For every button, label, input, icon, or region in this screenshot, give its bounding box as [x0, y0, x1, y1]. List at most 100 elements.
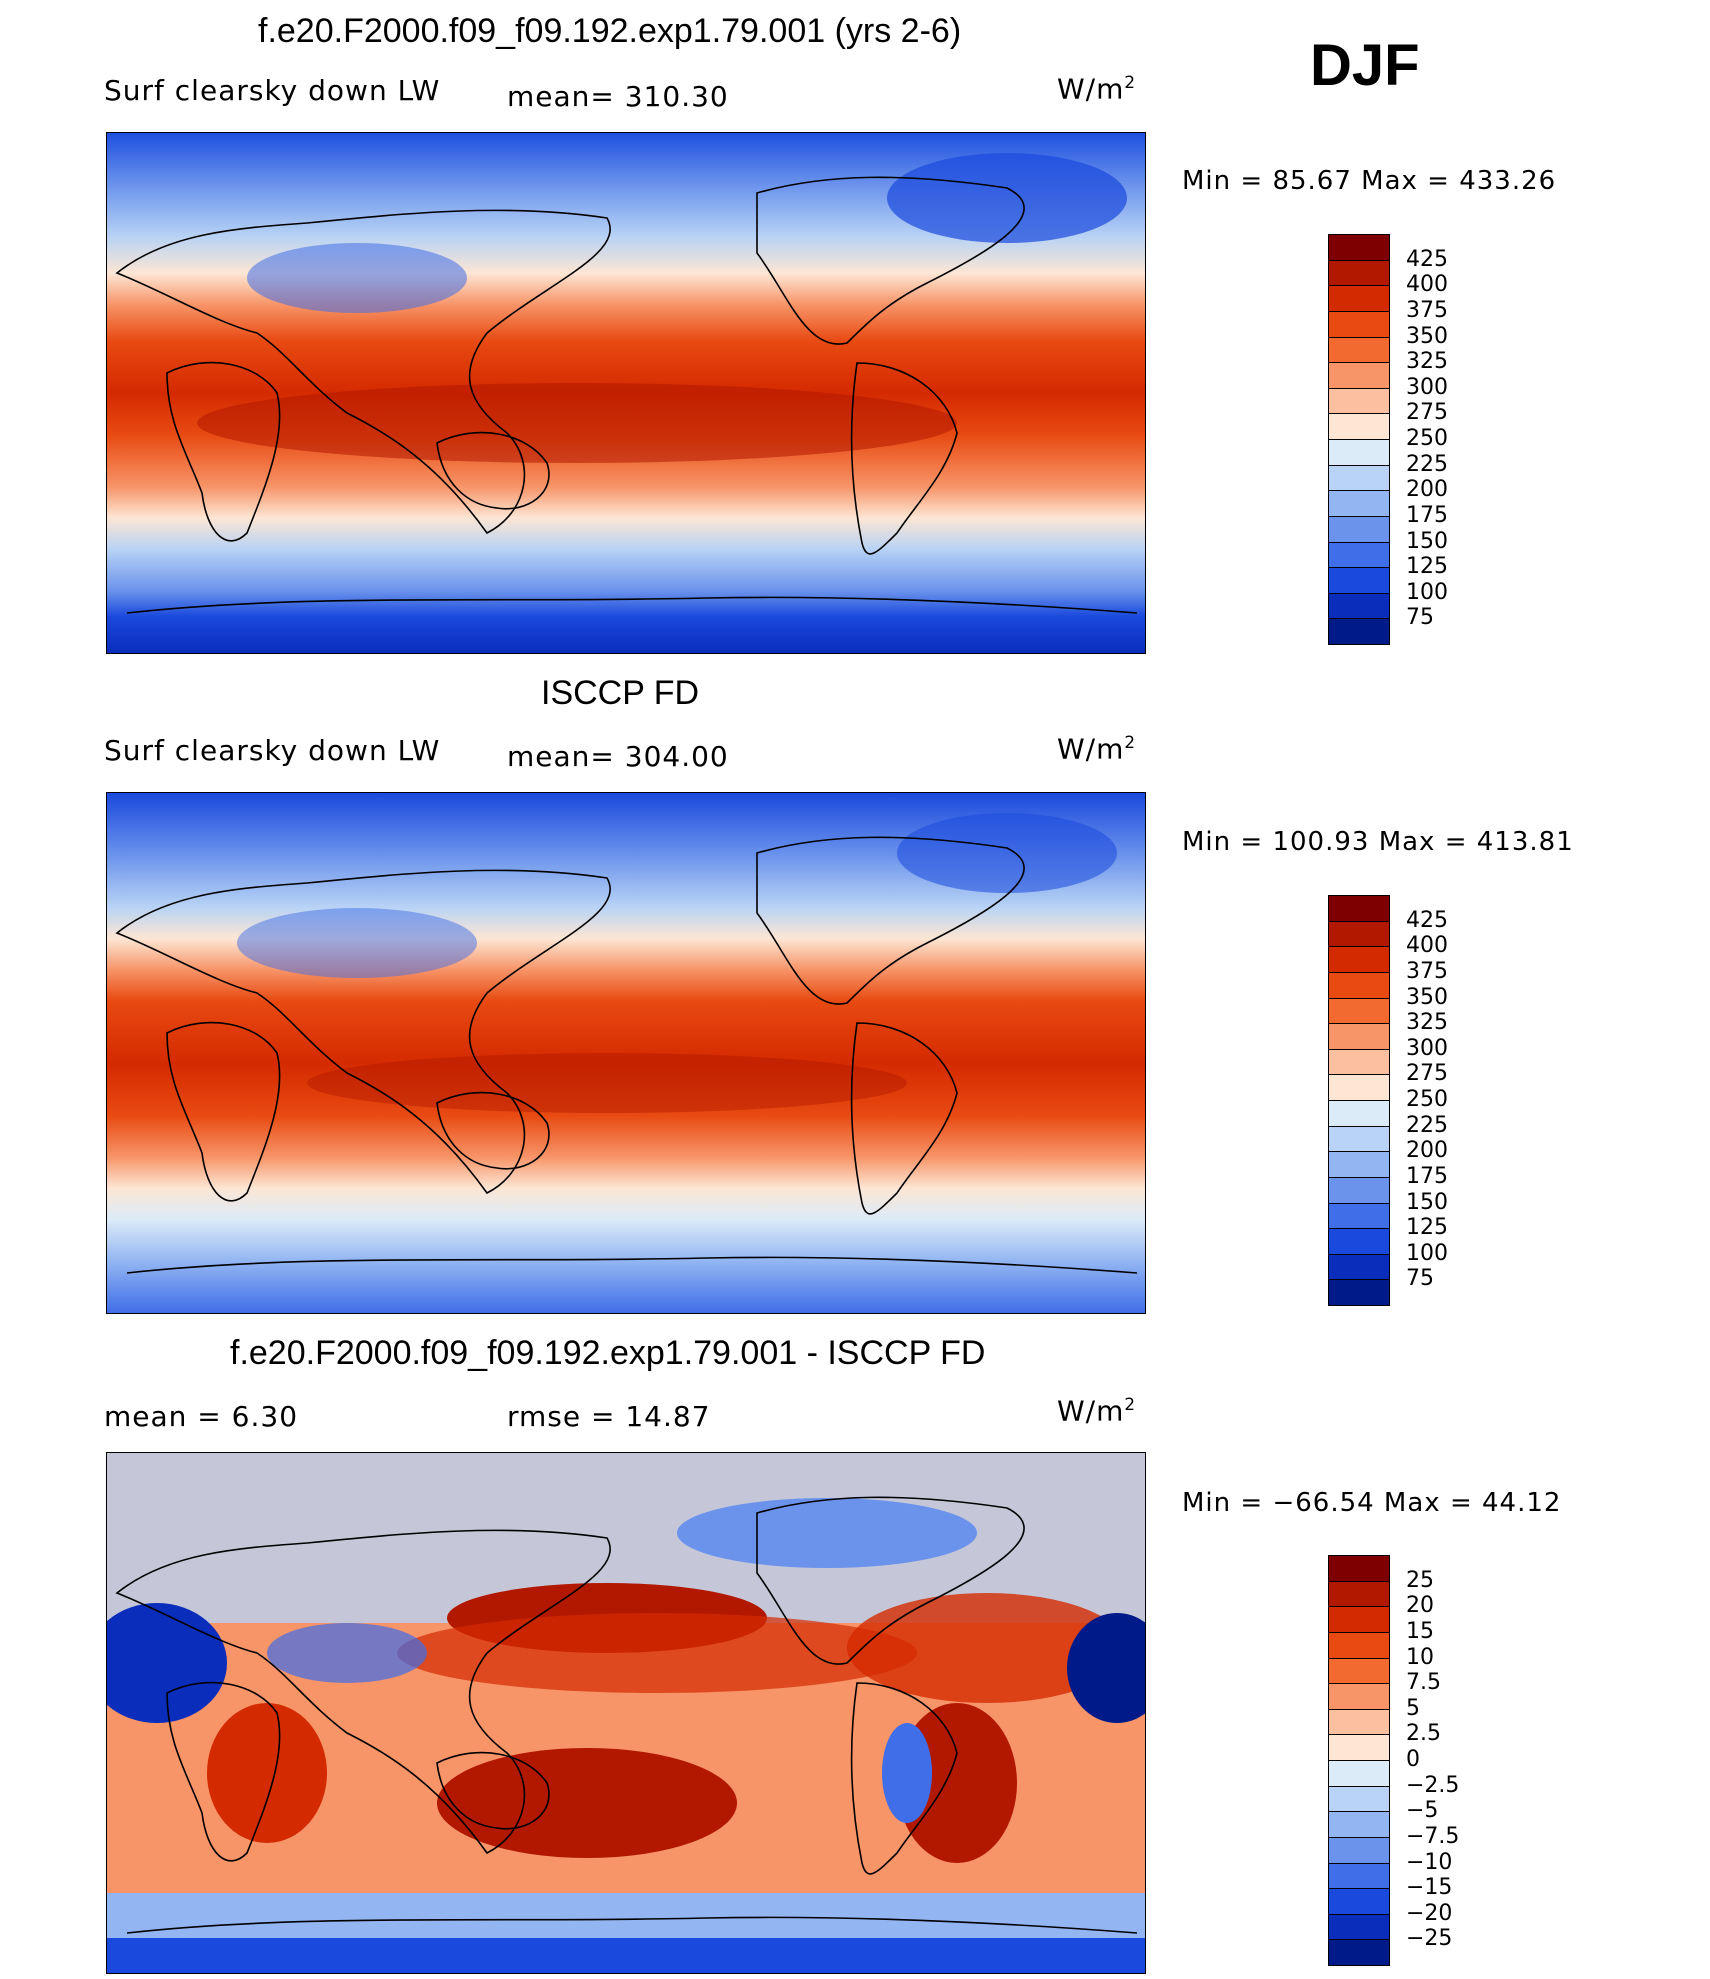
- colorbar-swatch: [1328, 1176, 1390, 1204]
- panel1-variable: Surf clearsky down LW: [104, 74, 441, 107]
- colorbar-label: 300: [1406, 1035, 1448, 1061]
- colorbar-swatch: [1328, 1836, 1390, 1864]
- colorbar-label: 150: [1406, 1189, 1448, 1215]
- colorbar-label: −20: [1406, 1900, 1453, 1926]
- colorbar-label: 325: [1406, 1010, 1448, 1036]
- colorbar-label: 125: [1406, 554, 1448, 580]
- colorbar-swatch: [1328, 1555, 1390, 1582]
- panel1-mean: mean= 310.30: [507, 80, 729, 113]
- panel1-map: [106, 132, 1146, 654]
- colorbar-label: 350: [1406, 323, 1448, 349]
- colorbar-label: 200: [1406, 1138, 1448, 1164]
- colorbar-label: −15: [1406, 1875, 1453, 1901]
- colorbar-label: 400: [1406, 272, 1448, 298]
- colorbar-label: 5: [1406, 1695, 1420, 1721]
- colorbar-label: 250: [1406, 1087, 1448, 1112]
- colorbar-swatch: [1328, 259, 1390, 286]
- season-label: DJF: [1310, 33, 1420, 98]
- colorbar-swatch: [1328, 1151, 1390, 1178]
- colorbar-swatch: [1328, 541, 1390, 568]
- colorbar-swatch: [1328, 1023, 1390, 1050]
- colorbar-label: 150: [1406, 528, 1448, 554]
- panel2-mean: mean= 304.00: [507, 740, 729, 773]
- colorbar-swatch: [1328, 1606, 1390, 1633]
- colorbar-swatch: [1328, 618, 1390, 645]
- colorbar-swatch: [1328, 895, 1390, 922]
- colorbar-swatch: [1328, 515, 1390, 543]
- colorbar-label: 400: [1406, 933, 1448, 959]
- panel2-map: [106, 792, 1146, 1314]
- colorbar-label: 425: [1406, 907, 1448, 933]
- colorbar-swatch: [1328, 1683, 1390, 1710]
- panel2-colorbar: 425 400 375 350 325 300 275 250 225 200 175 150 125 1…: [1328, 895, 1448, 1306]
- colorbar-label: 225: [1406, 1112, 1448, 1138]
- colorbar-swatch: [1328, 387, 1390, 414]
- colorbar-label: 275: [1406, 400, 1448, 426]
- colorbar-label: 25: [1406, 1567, 1434, 1593]
- colorbar-label: −7.5: [1406, 1823, 1460, 1849]
- colorbar-swatch: [1328, 1888, 1390, 1915]
- panel2-title: ISCCP FD: [541, 674, 700, 712]
- panel3-mean: mean = 6.30: [104, 1400, 299, 1433]
- colorbar-label: 350: [1406, 984, 1448, 1010]
- colorbar-label: 175: [1406, 1163, 1448, 1189]
- colorbar-swatch: [1328, 362, 1390, 389]
- panel1-minmax: Min = 85.67 Max = 433.26: [1182, 166, 1557, 196]
- colorbar-swatch: [1328, 413, 1390, 440]
- colorbar-swatch: [1328, 285, 1390, 312]
- colorbar-swatch: [1328, 1657, 1390, 1684]
- panel2-units: W/m2: [1057, 732, 1137, 766]
- colorbar-label: 75: [1406, 605, 1434, 631]
- panel3-rmse: rmse = 14.87: [507, 1400, 711, 1433]
- panel1-colorbar: 425 400 375 350 325 300 275 250 225 200 175 150 125 1…: [1328, 234, 1448, 645]
- colorbar-swatch: [1328, 439, 1390, 466]
- colorbar-label: 2.5: [1406, 1721, 1441, 1747]
- colorbar-swatch: [1328, 490, 1390, 517]
- colorbar-label: 100: [1406, 1240, 1448, 1266]
- colorbar-swatch: [1328, 1202, 1390, 1229]
- colorbar-label: 425: [1406, 246, 1448, 272]
- colorbar-swatch: [1328, 1580, 1390, 1607]
- colorbar-swatch: [1328, 1279, 1390, 1306]
- colorbar-swatch: [1328, 592, 1390, 619]
- colorbar-label: 7.5: [1406, 1670, 1441, 1696]
- colorbar-label: 100: [1406, 579, 1448, 605]
- colorbar-swatch: [1328, 1708, 1390, 1735]
- colorbar-label: 75: [1406, 1266, 1434, 1292]
- colorbar-swatch: [1328, 1631, 1390, 1659]
- panel3-colorbar: 25 20 15 10 7.5 5 2.5 0 −2.5 −5 −7.5 −10 −15 −20 −25: [1328, 1555, 1459, 1966]
- panel1-units: W/m2: [1057, 72, 1137, 106]
- colorbar-swatch: [1328, 1811, 1390, 1838]
- colorbar-label: −5: [1406, 1798, 1439, 1824]
- colorbar-label: −25: [1406, 1926, 1453, 1952]
- panel1-title: f.e20.F2000.f09_f09.192.exp1.79.001 (yrs…: [258, 12, 962, 50]
- colorbar-swatch: [1328, 971, 1390, 999]
- colorbar-swatch: [1328, 1253, 1390, 1280]
- colorbar-swatch: [1328, 1785, 1390, 1812]
- panel3-map: [106, 1452, 1146, 1974]
- colorbar-label: 275: [1406, 1061, 1448, 1087]
- colorbar-label: 10: [1406, 1644, 1434, 1670]
- colorbar-label: 20: [1406, 1593, 1434, 1619]
- colorbar-swatch: [1328, 997, 1390, 1024]
- colorbar-swatch: [1328, 1760, 1390, 1787]
- colorbar-label: 375: [1406, 958, 1448, 984]
- colorbar-swatch: [1328, 234, 1390, 261]
- colorbar-swatch: [1328, 1734, 1390, 1761]
- colorbar-swatch: [1328, 946, 1390, 973]
- colorbar-label: 375: [1406, 297, 1448, 323]
- colorbar-label: 125: [1406, 1215, 1448, 1241]
- colorbar-label: −10: [1406, 1849, 1453, 1875]
- colorbar-swatch: [1328, 1048, 1390, 1075]
- colorbar-swatch: [1328, 1228, 1390, 1255]
- colorbar-swatch: [1328, 1939, 1390, 1966]
- colorbar-swatch: [1328, 1862, 1390, 1889]
- colorbar-label: 200: [1406, 477, 1448, 503]
- colorbar-swatch: [1328, 1913, 1390, 1940]
- panel3-title: f.e20.F2000.f09_f09.192.exp1.79.001 - IS…: [230, 1334, 986, 1372]
- colorbar-label: 225: [1406, 451, 1448, 477]
- colorbar-label: −2.5: [1406, 1772, 1460, 1798]
- colorbar-label: 300: [1406, 374, 1448, 400]
- colorbar-label: 175: [1406, 502, 1448, 528]
- colorbar-swatch: [1328, 1074, 1390, 1101]
